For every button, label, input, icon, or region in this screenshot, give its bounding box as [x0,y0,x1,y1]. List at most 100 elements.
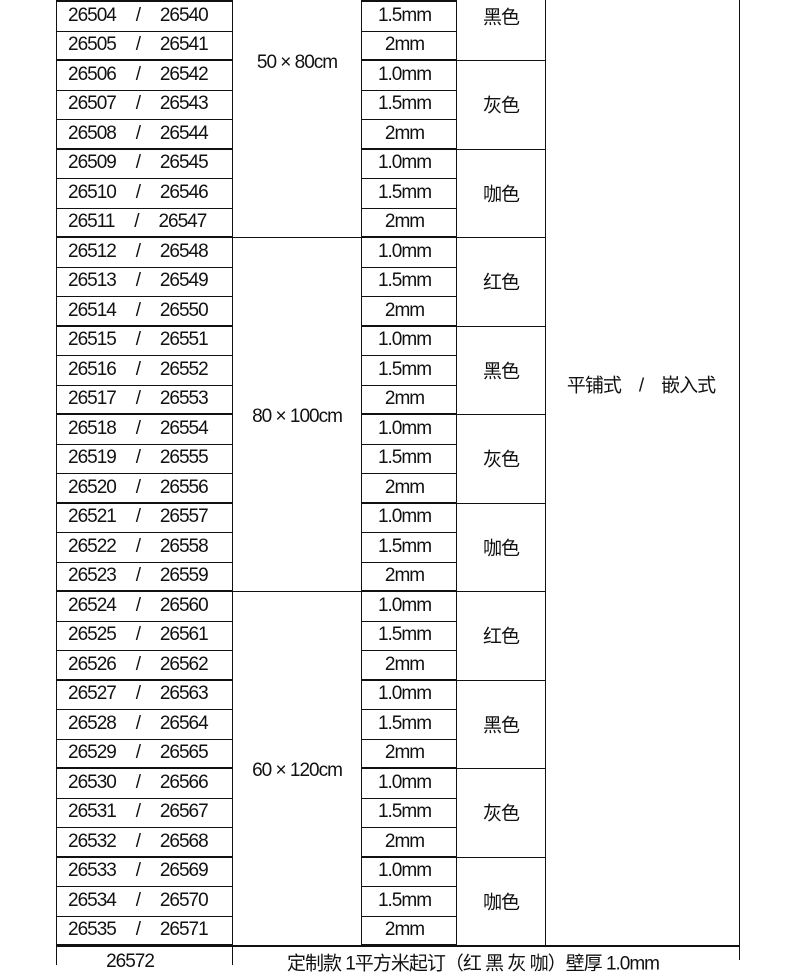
code-a: 26519 [68,447,117,469]
thickness-cell: 2mm [384,299,425,321]
thickness-cell: 1.5mm [377,889,432,911]
separator: / [135,299,141,321]
thickness-cell: 1.5mm [377,624,432,646]
table-border [56,473,232,474]
table-border [361,709,456,710]
product-code-cell: 26507 / 26543 [56,90,232,120]
separator: / [135,889,141,911]
code-b: 26551 [159,329,209,351]
code-b: 26547 [158,211,207,233]
separator: / [135,476,141,498]
code-b: 26571 [159,919,209,941]
code-a: 26535 [68,919,117,941]
code-a: 26511 [68,211,115,233]
separator: / [135,93,141,115]
code-a: 26509 [68,152,117,174]
code-b: 26566 [159,771,209,793]
code-a: 26513 [68,270,117,292]
product-code-cell: 26513 / 26549 [56,267,232,297]
separator: / [135,506,141,528]
table-border [456,414,545,415]
code-a: 26523 [68,565,117,587]
table-border [361,827,456,828]
color-label: 黑色 [482,7,520,29]
separator: / [135,4,141,26]
separator: / [135,565,141,587]
code-b: 26546 [159,181,209,203]
product-code-cell: 26520 / 26556 [56,473,232,503]
thickness-cell: 1.5mm [377,4,432,26]
table-border [56,590,232,592]
table-border [361,473,456,474]
table-border [56,886,232,887]
code-b: 26564 [159,712,209,734]
table-border [361,119,456,120]
code-a: 26524 [68,594,117,616]
thickness-cell: 1.5mm [377,801,432,823]
code-b: 26561 [159,624,209,646]
table-border [361,355,456,356]
separator: / [135,742,141,764]
color-label: 灰色 [482,95,520,117]
thickness-cell: 1.0mm [377,63,432,85]
code-b: 26565 [159,742,209,764]
table-border [56,443,232,445]
thickness-cell: 2mm [384,830,425,852]
table-border [56,59,232,61]
thickness-cell: 1.0mm [377,594,432,616]
table-border [361,207,456,209]
code-a: 26528 [68,712,117,734]
separator: / [135,624,141,646]
code-b: 26563 [159,683,209,705]
code-a: 26504 [68,4,117,26]
thickness-cell: 1.0mm [377,417,432,439]
product-code-cell: 26526 / 26562 [56,650,232,680]
thickness-cell: 1.5mm [377,181,432,203]
separator: / [135,388,141,410]
product-code-cell: 26522 / 26558 [56,532,232,562]
code-a: 26533 [68,860,117,882]
table-border [361,532,456,533]
thickness-cell: 2mm [384,653,425,675]
table-border [456,591,545,592]
table-border [56,501,232,504]
product-code-cell: 26519 / 26555 [56,444,232,474]
table-border [361,561,456,563]
separator: / [135,34,141,56]
thickness-cell: 1.5mm [377,712,432,734]
separator: / [135,535,141,557]
code-a: 26525 [68,624,117,646]
code-a: 26520 [68,476,117,498]
table-border [56,0,57,945]
table-border [361,59,456,61]
table-border [56,384,232,386]
thickness-cell: 1.0mm [377,329,432,351]
custom-code: 26572 [106,951,155,972]
separator: / [135,919,141,941]
size-label: 60 × 120cm [252,760,343,781]
table-border [56,89,232,91]
product-code-cell: 26534 / 26570 [56,886,232,916]
size-label: 50 × 80cm [256,52,338,73]
separator: / [135,594,141,616]
table-border [361,738,456,740]
code-a: 26516 [68,358,117,380]
table-border [56,147,232,150]
product-code-cell: 26528 / 26564 [56,709,232,739]
size-label: 80 × 100cm [252,406,343,427]
code-a: 26510 [68,181,117,203]
table-border [361,620,456,622]
table-border [361,797,456,799]
separator: / [135,63,141,85]
code-b: 26552 [159,358,209,380]
code-b: 26560 [159,594,209,616]
table-border [456,502,545,504]
thickness-cell: 2mm [384,565,425,587]
table-border [56,678,232,681]
separator: / [135,240,141,262]
code-b: 26557 [159,506,209,528]
thickness-cell: 1.5mm [377,270,432,292]
table-border [232,591,361,592]
product-code-cell: 26514 / 26550 [56,296,232,326]
thickness-cell: 2mm [384,122,425,144]
